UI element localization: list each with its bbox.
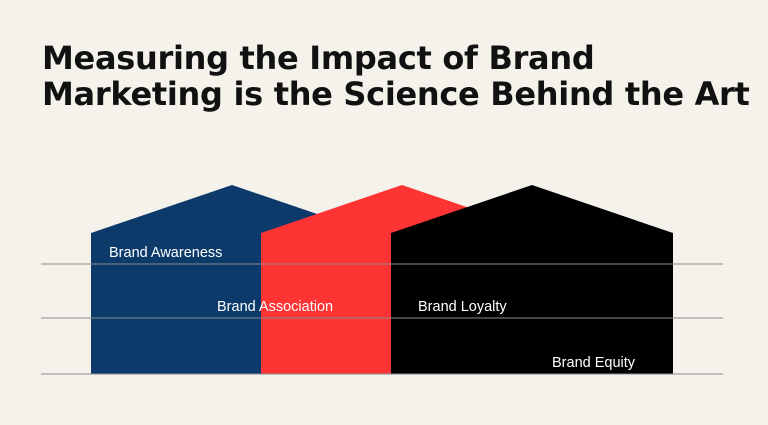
label-brand-equity: Brand Equity <box>552 355 636 371</box>
label-brand-loyalty: Brand Loyalty <box>418 299 507 315</box>
title-line-2: Marketing is the Science Behind the Art <box>42 75 750 113</box>
label-brand-association: Brand Association <box>217 299 334 315</box>
page-title: Measuring the Impact of Brand Marketing … <box>42 39 750 113</box>
label-brand-awareness: Brand Awareness <box>109 245 223 261</box>
title-line-1: Measuring the Impact of Brand <box>42 39 595 77</box>
house-brand-loyalty <box>391 185 673 374</box>
